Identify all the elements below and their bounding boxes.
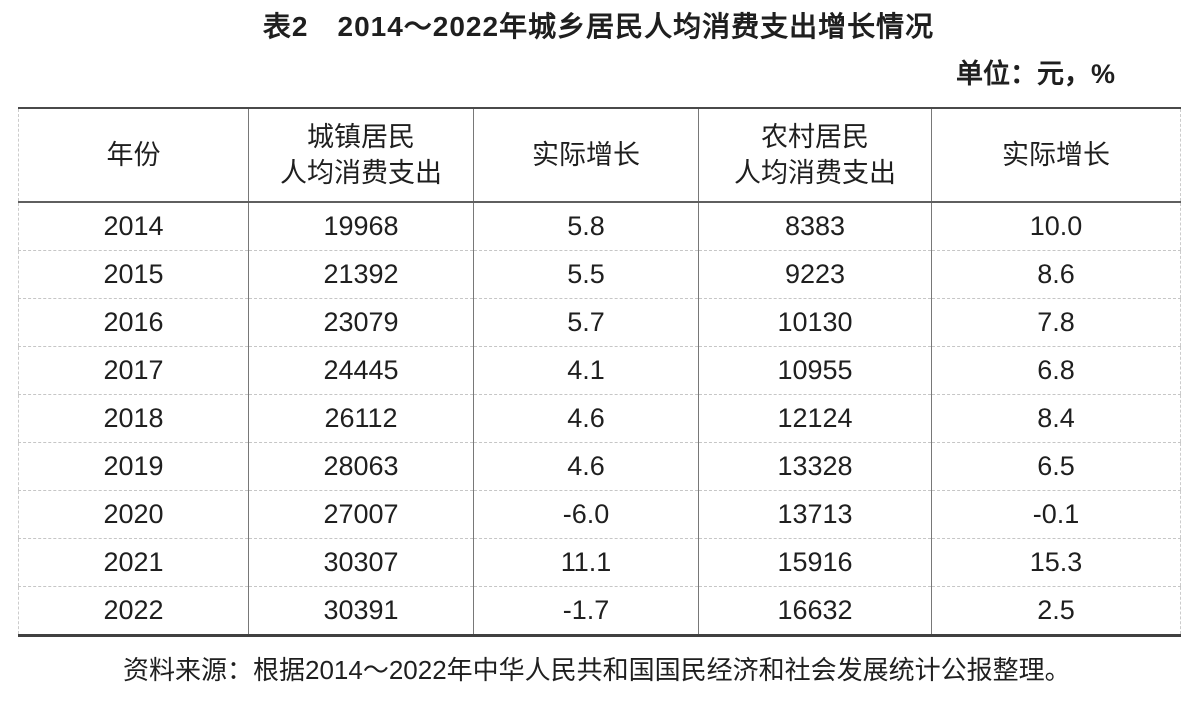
table-cell: 9223 — [698, 250, 932, 299]
table-cell: 4.6 — [473, 442, 699, 491]
table-cell: 30391 — [248, 586, 474, 636]
table-cell: 21392 — [248, 250, 474, 299]
table-cell: 12124 — [698, 394, 932, 443]
table-cell: 4.1 — [473, 346, 699, 395]
table-cell: 2019 — [18, 442, 249, 491]
table-cell: 13328 — [698, 442, 932, 491]
table-cell: 19968 — [248, 202, 474, 251]
table-cell: 26112 — [248, 394, 474, 443]
table-row: 2021 30307 11.1 15916 15.3 — [18, 538, 1181, 587]
header-cell-urban-expenditure: 城镇居民 人均消费支出 — [248, 108, 474, 203]
table-cell: 28063 — [248, 442, 474, 491]
header-row: 年份 城镇居民 人均消费支出 实际增长 农村居民 人均消费支出 实际增长 — [18, 108, 1181, 203]
table-cell: 30307 — [248, 538, 474, 587]
table-cell: 27007 — [248, 490, 474, 539]
table-cell: 2.5 — [931, 586, 1181, 636]
table-row: 2020 27007 -6.0 13713 -0.1 — [18, 490, 1181, 539]
table-cell: 10130 — [698, 298, 932, 347]
table-row: 2014 19968 5.8 8383 10.0 — [19, 202, 1181, 251]
table-cell: 10955 — [698, 346, 932, 395]
table-cell: -1.7 — [473, 586, 699, 636]
table-cell: 5.8 — [473, 202, 699, 251]
table-cell: 8.6 — [931, 250, 1181, 299]
table-cell: 5.7 — [473, 298, 699, 347]
table-cell: 23079 — [248, 298, 474, 347]
table-row: 2017 24445 4.1 10955 6.8 — [18, 346, 1181, 395]
header-cell-rural-expenditure: 农村居民 人均消费支出 — [698, 108, 932, 203]
table-cell: 2022 — [18, 586, 249, 636]
table-row: 2018 26112 4.6 12124 8.4 — [18, 394, 1181, 443]
header-cell-urban-growth: 实际增长 — [473, 108, 699, 203]
table-cell: 15.3 — [931, 538, 1181, 587]
table-cell: 11.1 — [473, 538, 699, 587]
table-cell: 4.6 — [473, 394, 699, 443]
consumption-table: 年份 城镇居民 人均消费支出 实际增长 农村居民 人均消费支出 实际增长 201… — [18, 107, 1181, 637]
table-cell: 10.0 — [931, 202, 1181, 251]
table-cell: 2018 — [18, 394, 249, 443]
table-row: 2022 30391 -1.7 16632 2.5 — [18, 586, 1181, 636]
table-cell: 2015 — [18, 250, 249, 299]
table-cell: 13713 — [698, 490, 932, 539]
table-row: 2019 28063 4.6 13328 6.5 — [18, 442, 1181, 491]
table-cell: 2020 — [18, 490, 249, 539]
table-cell: 7.8 — [931, 298, 1181, 347]
table-cell: 5.5 — [473, 250, 699, 299]
table-cell: 2017 — [18, 346, 249, 395]
table-cell: 6.5 — [931, 442, 1181, 491]
header-cell-rural-growth: 实际增长 — [931, 108, 1181, 203]
table-cell: 15916 — [698, 538, 932, 587]
table-cell: -0.1 — [931, 490, 1181, 539]
table-cell: 8383 — [698, 202, 932, 251]
table-cell: 16632 — [698, 586, 932, 636]
header-cell-year: 年份 — [18, 108, 249, 203]
source-note: 资料来源：根据2014～2022年中华人民共和国国民经济和社会发展统计公报整理。 — [123, 655, 1071, 685]
table-cell: 2021 — [18, 538, 249, 587]
table-cell: -6.0 — [473, 490, 699, 539]
table-cell: 6.8 — [931, 346, 1181, 395]
table-cell: 8.4 — [931, 394, 1181, 443]
table-cell: 24445 — [248, 346, 474, 395]
table-row: 2015 21392 5.5 9223 8.6 — [18, 250, 1181, 299]
unit-note: 单位：元，% — [955, 59, 1115, 89]
table-cell: 2014 — [103, 211, 164, 241]
page-title: 表2 2014～2022年城乡居民人均消费支出增长情况 — [262, 11, 935, 42]
table-row: 2016 23079 5.7 10130 7.8 — [18, 298, 1181, 347]
table-cell: 2016 — [18, 298, 249, 347]
